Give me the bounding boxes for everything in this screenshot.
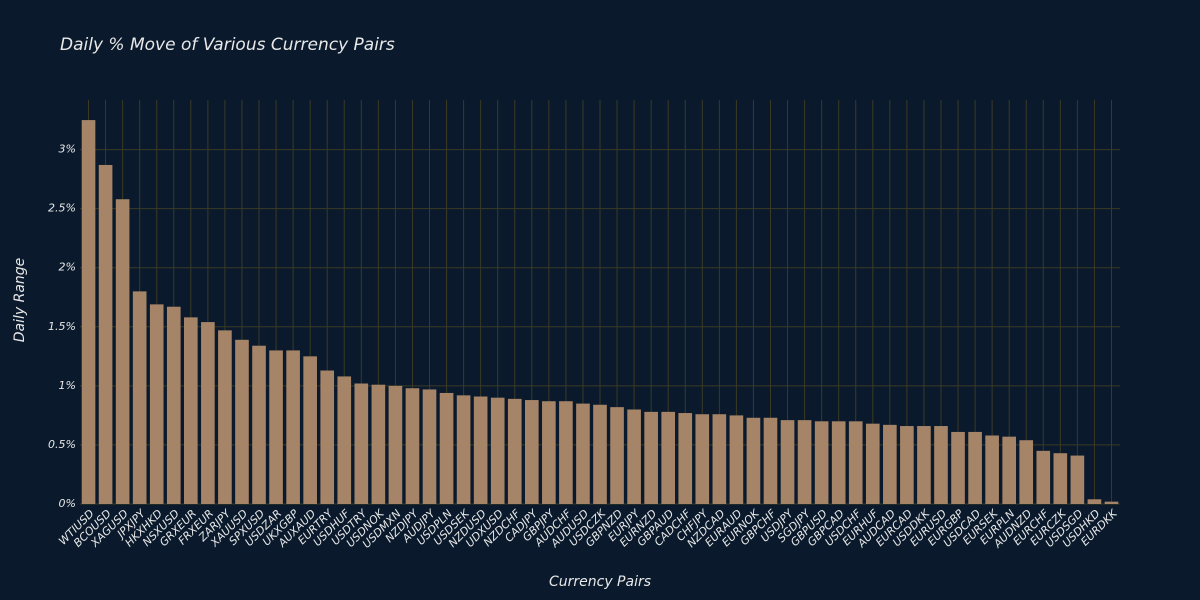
bar <box>814 421 829 504</box>
bar <box>166 306 181 504</box>
bar <box>1036 450 1051 504</box>
bar <box>524 400 539 504</box>
bar <box>337 376 352 504</box>
bar <box>934 426 948 504</box>
bar <box>149 304 164 504</box>
bar <box>678 413 693 504</box>
bar <box>388 385 403 504</box>
bar <box>132 291 147 504</box>
bar <box>1104 501 1119 504</box>
bar <box>184 317 198 504</box>
bar <box>235 339 249 504</box>
y-tick-label: 0% <box>59 497 76 510</box>
bar <box>848 421 863 504</box>
y-tick-label: 3% <box>59 143 76 156</box>
bar <box>542 401 556 504</box>
y-tick-label: 1% <box>59 379 76 392</box>
bar <box>576 403 590 504</box>
bar <box>490 397 505 504</box>
bar <box>712 414 727 504</box>
bar <box>269 350 283 504</box>
y-tick-label: 2% <box>59 261 76 274</box>
bar <box>1087 499 1102 504</box>
y-axis-title: Daily Range <box>12 258 28 343</box>
bar <box>98 164 113 504</box>
bar <box>865 423 880 504</box>
bar <box>763 417 778 504</box>
bar <box>559 401 573 504</box>
bar <box>746 417 761 504</box>
bar <box>644 411 658 504</box>
bar <box>883 424 897 504</box>
bar <box>1070 455 1085 504</box>
bar <box>1002 436 1016 504</box>
bar <box>439 392 454 504</box>
y-tick-label: 2.5% <box>48 202 76 215</box>
bar <box>286 350 300 504</box>
bar <box>729 415 744 504</box>
bar <box>627 409 641 504</box>
bar <box>456 395 471 504</box>
bar <box>115 199 130 504</box>
bar <box>917 426 931 504</box>
bar <box>81 120 96 504</box>
bar <box>354 383 369 504</box>
chart-title: Daily % Move of Various Currency Pairs <box>60 35 395 55</box>
bar <box>797 420 812 504</box>
bar <box>507 398 522 504</box>
bar <box>780 420 795 504</box>
bar <box>695 414 710 504</box>
bar <box>831 421 846 504</box>
bar <box>1019 440 1034 504</box>
bar <box>593 404 607 504</box>
bar <box>610 407 624 504</box>
y-tick-label: 0.5% <box>48 438 76 451</box>
bar <box>320 370 335 504</box>
bar <box>303 356 317 504</box>
bar <box>422 389 437 504</box>
bar <box>985 435 999 504</box>
x-axis-title: Currency Pairs <box>549 574 651 590</box>
bar <box>218 330 232 504</box>
bar <box>252 345 266 504</box>
bar <box>900 426 914 504</box>
bar <box>1053 453 1068 504</box>
bar <box>473 396 488 504</box>
bar <box>201 322 215 504</box>
y-tick-label: 1.5% <box>48 320 76 333</box>
bar <box>371 384 386 504</box>
bar <box>661 411 676 504</box>
bar <box>968 431 982 504</box>
bar <box>405 388 420 504</box>
bar <box>951 431 965 504</box>
